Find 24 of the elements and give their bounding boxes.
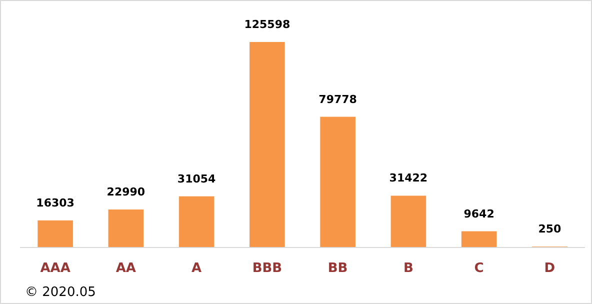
x-tick-label: BBB: [252, 261, 282, 276]
data-label: 125598: [244, 18, 290, 31]
x-tick-label: BB: [328, 261, 348, 276]
x-tick-label: B: [403, 261, 414, 276]
bar: [178, 196, 214, 247]
bar: [461, 231, 497, 247]
text: © 2020.05: [25, 285, 96, 300]
x-tick-label: AAA: [40, 261, 70, 276]
x-tick-label: D: [544, 261, 556, 276]
bar: [320, 116, 356, 247]
data-label: 16303: [36, 196, 74, 210]
bar: [390, 196, 426, 247]
data-label: 22990: [106, 185, 146, 198]
data-label: 31054: [177, 172, 216, 186]
x-tick-label: C: [474, 261, 484, 276]
data-label: 31422: [389, 172, 428, 185]
x-tick-label: AA: [116, 261, 136, 276]
bar: [108, 209, 144, 247]
bar: [250, 42, 285, 247]
data-label: 250: [538, 222, 562, 236]
x-tick-label: A: [192, 261, 202, 276]
data-label: 9642: [464, 207, 494, 220]
data-label: 79778: [318, 92, 357, 106]
bar: [38, 220, 73, 247]
